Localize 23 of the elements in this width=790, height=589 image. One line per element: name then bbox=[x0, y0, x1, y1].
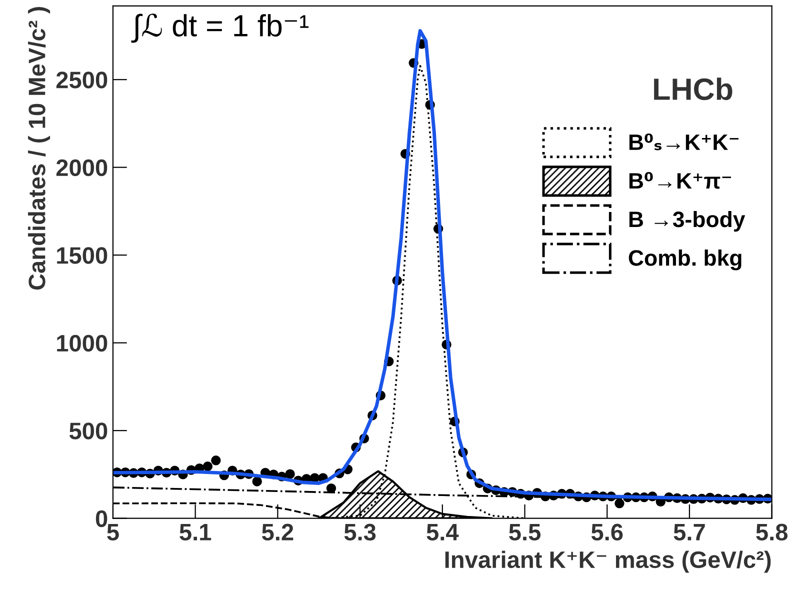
annotation: ∫ℒ dt = 1 fb⁻¹ bbox=[131, 14, 309, 43]
x-tick-label: 5.7 bbox=[674, 524, 705, 541]
annotation: LHCb bbox=[654, 78, 732, 100]
legend-label: B⁰ₛ→K⁺K⁻ bbox=[629, 133, 738, 150]
y-tick-label: 2000 bbox=[56, 159, 108, 176]
y-tick-label: 1500 bbox=[57, 247, 108, 264]
y-tick-label: 2500 bbox=[56, 72, 108, 88]
legend-label: B →3-body bbox=[629, 210, 746, 232]
x-tick-label: 5.4 bbox=[426, 524, 459, 541]
x-tick-label: 5.6 bbox=[591, 524, 623, 541]
x-tick-label: 5.1 bbox=[180, 524, 212, 541]
x-axis-title: Invariant K⁺K⁻ mass (GeV/c²) bbox=[445, 550, 771, 573]
legend-label: B⁰→K⁺π⁻ bbox=[629, 172, 731, 189]
legend-label: Comb. bkg bbox=[628, 249, 742, 270]
y-tick-label: 0 bbox=[96, 510, 108, 528]
x-tick-label: 5.8 bbox=[756, 524, 788, 541]
x-tick-label: 5.2 bbox=[262, 524, 294, 541]
y-axis-title: Candidates / ( 10 MeV/c² ) bbox=[28, 7, 50, 290]
y-tick-label: 500 bbox=[69, 422, 108, 440]
x-tick-label: 5.5 bbox=[509, 524, 541, 541]
x-tick-label: 5.3 bbox=[344, 524, 376, 541]
y-tick-label: 1000 bbox=[57, 334, 108, 352]
x-tick-label: 5 bbox=[107, 524, 119, 541]
